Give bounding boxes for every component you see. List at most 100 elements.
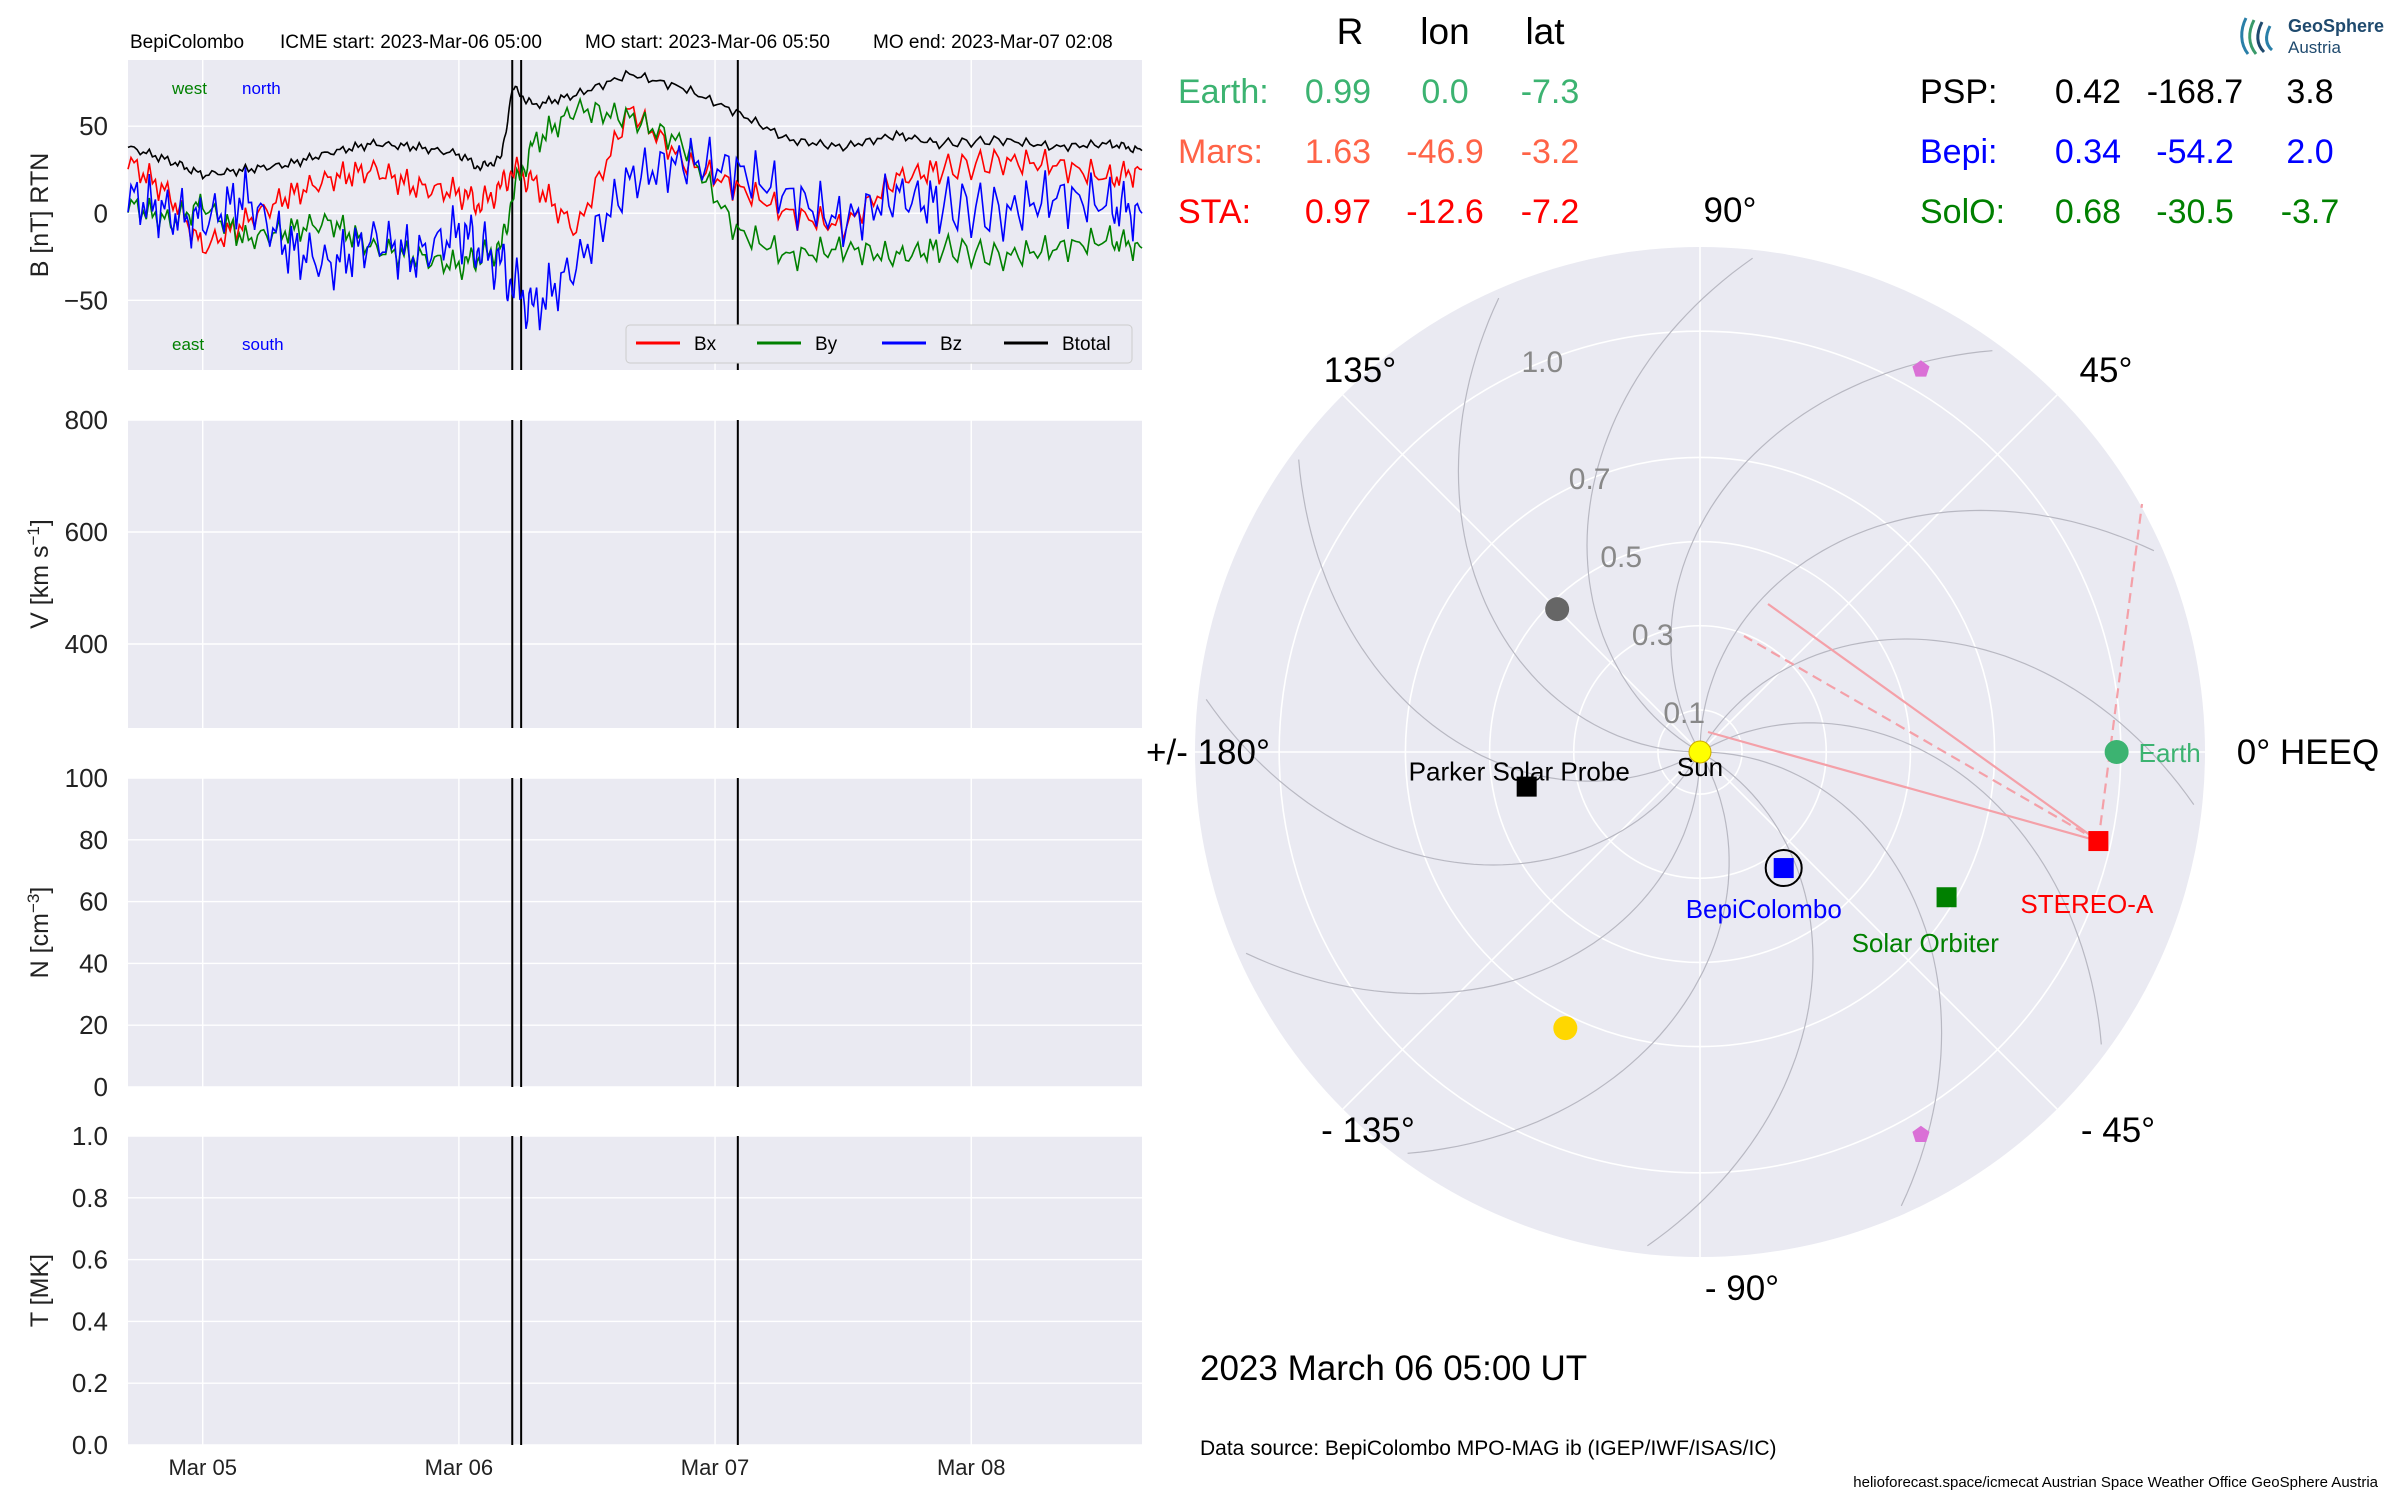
polar-r-label: 0.7 [1569,463,1611,496]
panel-background [128,420,1142,728]
parker-spiral [1670,350,1993,745]
solar-orbiter-label: Solar Orbiter [1852,928,2000,958]
polar-spoke [1699,751,2058,1110]
timeseries-panels: −50 0 50 B [nT] RTN west north east south Bx By Bz… [24,60,1143,1480]
label-south: south [242,335,284,354]
bepicolombo-marker [1773,858,1794,879]
panel-background [128,60,1142,370]
y-tick-label: 600 [65,517,108,547]
date-label: 2023 March 06 05:00 UT [1200,1349,1587,1388]
series-btotal [127,69,1143,181]
panel-background [128,778,1142,1087]
y-tick-label: 0 [94,1072,108,1102]
polar-plot: 0.1 0.3 0.5 0.7 1.0 0° HEEQ 45° 90° 135° +/- 180°… [1146,191,2379,1308]
earth-label: Earth [2139,738,2201,768]
legend-label-bz: Bz [940,334,962,355]
pentagon-marker [1912,360,1930,377]
parker-spiral [1205,699,1697,866]
legend-label-bx: Bx [694,334,717,355]
y-tick-label: 0.2 [72,1368,108,1398]
polar-angle-label: +/- 180° [1146,733,1270,772]
sun-marker [1688,740,1712,764]
y-tick-label: 100 [65,763,108,793]
polar-spoke [1699,394,2058,753]
polar-angle-label: - 135° [1321,1111,1415,1150]
series-by [127,96,1143,280]
parker-spiral [1703,638,2195,805]
table-left-r: 0.97 [1305,193,1371,231]
table-right-r: 0.68 [2055,193,2121,231]
y-axis-label: B [nT] RTN [26,153,54,278]
x-tick-label: Mar 05 [168,1455,236,1480]
table-left-lon: -12.6 [1406,193,1484,231]
polar-angle-label: - 90° [1705,1269,1779,1308]
table-left-lat: -7.2 [1521,193,1580,231]
geosphere-logo-icon [2240,17,2274,55]
table-right-lat: 3.8 [2286,73,2333,111]
y-axis-label: N [cm−3] [24,887,55,979]
y-tick-label: 1.0 [72,1121,108,1151]
y-tick-label: 0.8 [72,1183,108,1213]
parker-solar-probe-label: Parker Solar Probe [1409,757,1630,787]
parker-spiral [1586,257,1753,749]
table-right-lon: -168.7 [2147,73,2243,111]
y-tick-label: 60 [79,887,108,917]
pentagon-marker [1912,1125,1930,1142]
table-right-name: PSP: [1920,73,1997,111]
table-left-name: Mars: [1178,133,1263,171]
solar-orbiter-marker [1936,887,1957,908]
table-header-r: R [1337,11,1364,52]
polar-spoke [1342,751,1701,1110]
parker-spiral [1407,759,1730,1154]
table-left-name: STA: [1178,193,1251,231]
polar-r-label: 0.1 [1663,697,1705,730]
parker-spiral [1245,760,1701,995]
table-right-lat: -3.7 [2281,193,2340,231]
table-right-lat: 2.0 [2286,133,2333,171]
y-tick-label: 0.6 [72,1245,108,1275]
header-icme-start: ICME start: 2023-Mar-06 05:00 [280,32,542,53]
polar-spoke [1342,394,1701,753]
header-mo-start: MO start: 2023-Mar-06 05:50 [585,32,830,53]
stereo-a-fov-line [1767,603,2100,842]
table-left-lat: -7.3 [1521,73,1580,111]
x-tick-label: Mar 06 [425,1455,493,1480]
stereo-a-fov-line [1743,635,2099,843]
footer-credits: helioforecast.space/icmecat Austrian Spa… [1853,1474,2378,1491]
label-west: west [171,79,207,98]
y-tick-label: 400 [65,629,108,659]
table-right-r: 0.34 [2055,133,2121,171]
table-right-lon: -30.5 [2156,193,2234,231]
polar-r-label: 0.5 [1600,541,1642,574]
polar-angle-label: 90° [1704,191,1757,230]
y-tick-label: 50 [79,111,108,141]
sun-label: Sun [1677,752,1723,782]
table-header-lon: lon [1420,11,1469,52]
polar-r-label: 0.3 [1632,619,1674,652]
label-north: north [242,79,281,98]
legend-label-by: By [815,334,838,355]
table-header-lat: lat [1525,11,1565,52]
table-right-name: SolO: [1920,193,2005,231]
earth-marker [2104,740,2129,764]
x-tick-label: Mar 07 [681,1455,749,1480]
panel-background [128,1136,1142,1445]
parker-spiral [1708,751,1943,1207]
logo-text-line1: GeoSphere [2288,16,2385,36]
logo-text-line2: Austria [2288,38,2341,57]
series-bz [127,136,1143,331]
label-east: east [172,335,204,354]
table-left-r: 0.99 [1305,73,1371,111]
y-tick-label: 800 [65,405,108,435]
bepicolombo-label: BepiColombo [1686,894,1842,924]
bepicolombo-ring [1764,849,1803,888]
parker-spiral [1298,459,1693,782]
polar-angle-label: - 45° [2081,1111,2155,1150]
polar-angle-label: 45° [2080,351,2133,390]
table-left-name: Earth: [1178,73,1269,111]
body-marker [1545,597,1570,622]
geosphere-logo [2238,12,2388,72]
